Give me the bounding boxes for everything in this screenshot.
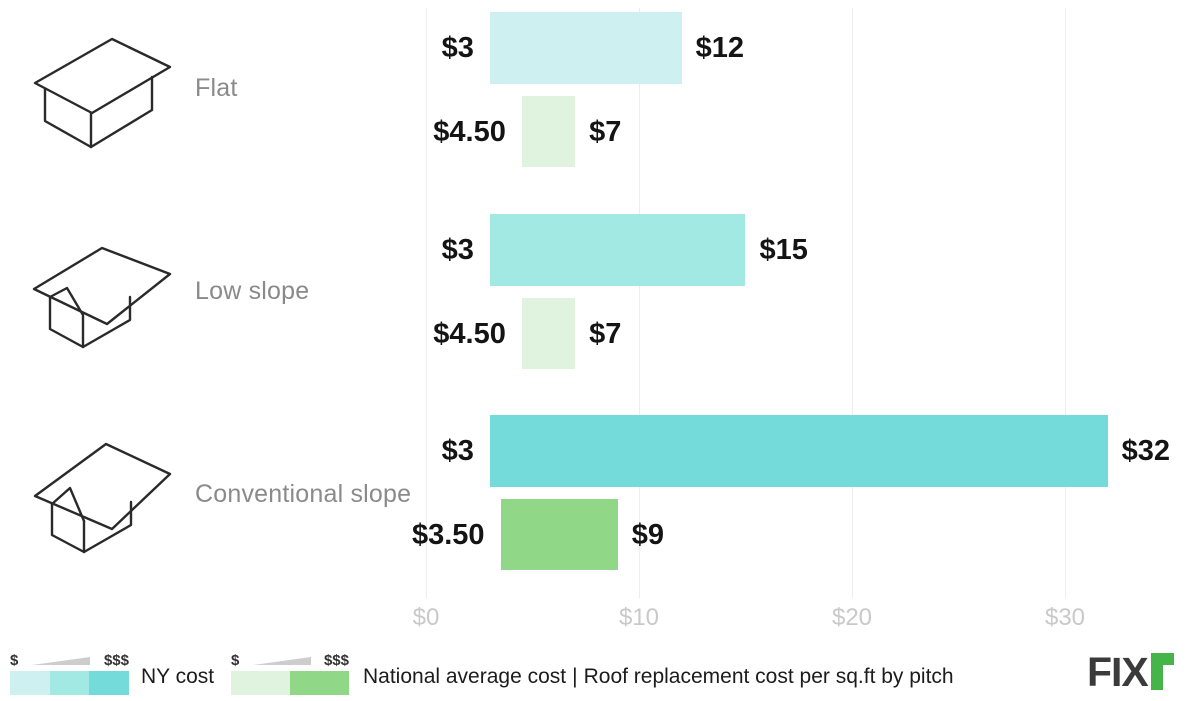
fixr-logo-text: FIX — [1087, 649, 1149, 695]
chart-caption: National average cost | Roof replacement c… — [363, 665, 954, 689]
bar-high-value-label: $32 — [1121, 435, 1170, 467]
price-wedge-icon — [32, 657, 91, 665]
swatch-segment — [231, 671, 290, 695]
x-axis-tick-label: $30 — [1044, 604, 1086, 631]
category-row-conventional-slope: Conventional slope — [30, 432, 411, 557]
bar-low-value-label: $4.50 — [433, 317, 506, 350]
scale-low-label: $ — [231, 652, 240, 669]
bar-low-value-label: $4.50 — [433, 115, 506, 148]
caption-separator: | — [572, 665, 578, 688]
bar-ny-0 — [489, 12, 682, 84]
x-axis-tick-label: $0 — [412, 604, 440, 631]
legend-ny-scale: $ $$$ — [10, 646, 129, 668]
x-axis-tick-label: $20 — [831, 604, 873, 631]
bar-national-0 — [521, 96, 576, 167]
scale-high-label: $$$ — [323, 652, 349, 669]
legend-national-cost: $ $$$ — [231, 646, 349, 695]
category-label: Flat — [195, 74, 238, 102]
low-slope-roof-icon — [32, 246, 172, 349]
category-row-low-slope: Low slope — [30, 229, 309, 354]
swatch-segment — [290, 671, 349, 695]
legend-ny-cost: $ $$$ — [10, 646, 130, 695]
category-label: Conventional slope — [195, 480, 412, 508]
bar-ny-1 — [489, 214, 746, 286]
conventional-slope-roof-icon — [33, 442, 172, 554]
scale-high-label: $$$ — [103, 652, 129, 669]
category-row-flat: Flat — [30, 26, 237, 151]
gridline — [426, 8, 427, 598]
caption-text: Roof replacement cost per sq.ft by pitch — [583, 665, 954, 688]
legend-ny-label: NY cost — [141, 665, 215, 688]
legend-ny-swatch — [10, 671, 130, 695]
bar-high-value-label: $9 — [631, 518, 664, 551]
fixr-logo: FIX — [1087, 649, 1175, 695]
category-label: Low slope — [195, 277, 310, 305]
legend-national-scale: $ $$$ — [231, 646, 349, 668]
x-axis-tick-label: $10 — [618, 604, 660, 631]
bar-high-value-label: $7 — [589, 115, 622, 148]
bar-high-value-label: $15 — [759, 234, 808, 266]
fixr-logo-r-icon — [1150, 653, 1174, 690]
bar-national-2 — [500, 499, 618, 570]
bar-low-value-label: $3 — [441, 435, 474, 467]
gridline — [852, 8, 853, 598]
scale-low-label: $ — [10, 652, 19, 669]
bar-low-value-label: $3.50 — [411, 518, 485, 551]
bar-high-value-label: $7 — [589, 317, 622, 350]
price-wedge-icon — [252, 657, 311, 665]
bar-high-value-label: $12 — [695, 32, 744, 64]
bar-low-value-label: $3 — [441, 234, 474, 266]
bar-ny-2 — [489, 415, 1108, 487]
swatch-segment — [89, 671, 130, 695]
legend-national-label: National average cost — [363, 665, 567, 688]
gridline — [639, 8, 640, 598]
swatch-segment — [10, 671, 50, 695]
flat-roof-icon — [33, 37, 172, 149]
bar-low-value-label: $3 — [441, 32, 474, 64]
swatch-segment — [49, 671, 90, 695]
gridline — [1065, 8, 1066, 598]
legend-national-swatch — [231, 671, 349, 695]
bar-national-1 — [521, 298, 576, 369]
